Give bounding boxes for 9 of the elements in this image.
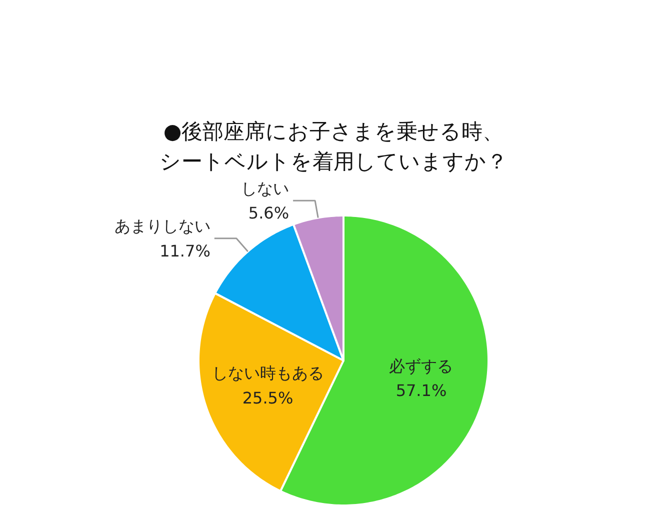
data-label: 25.5% <box>242 388 294 408</box>
data-label: 11.7% <box>160 241 210 260</box>
slice-label: 必ずする <box>389 356 454 376</box>
slice-label: しない時もある <box>212 364 324 383</box>
data-label: 57.1% <box>396 381 447 400</box>
slice-label: しない <box>241 178 290 198</box>
chart-title: ●後部座席にお子さまを乗せる時、シートベルトを着用していますか？ <box>160 120 508 174</box>
data-label: 5.6% <box>248 203 290 222</box>
slice-label: あまりしない <box>114 216 210 236</box>
